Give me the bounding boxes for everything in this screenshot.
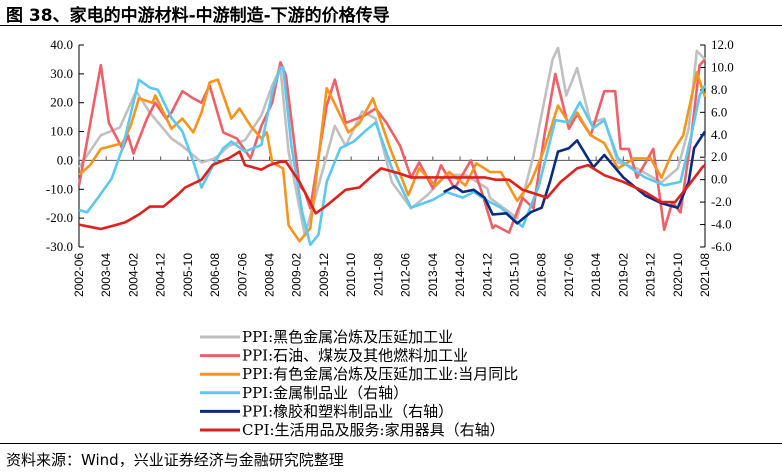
right-y-tick-label: 2.0 (711, 149, 727, 164)
series-line (78, 71, 707, 243)
left-y-tick-label: -20.0 (46, 210, 73, 225)
legend-label: PPI:石油、煤炭及其他燃料加工业 (242, 347, 468, 365)
right-y-tick-label: 0.0 (711, 172, 727, 187)
left-y-tick-label: 0.0 (57, 152, 73, 167)
legend-label: PPI:有色金属冶炼及压延加工业:当月同比 (242, 365, 518, 383)
figure-title: 图 38、家电的中游材料-中游制造-下游的价格传导 (6, 6, 390, 26)
x-tick-label: 2018-04 (589, 253, 603, 297)
x-tick-label: 2004-02 (126, 253, 140, 297)
x-tick-label: 2020-10 (671, 253, 685, 297)
x-tick-label: 2008-04 (263, 253, 277, 297)
right-y-tick-label: -6.0 (711, 239, 732, 254)
legend-label: PPI:黑色金属冶炼及压延加工业 (242, 328, 453, 346)
x-tick-label: 2017-06 (562, 253, 576, 297)
x-tick-label: 2004-12 (154, 253, 168, 297)
x-tick-label: 2016-08 (535, 253, 549, 297)
axes: 40.0 30.0 20.0 10.0 0.0 -10.0 -20.0 -30.0 12.0 10… (46, 37, 734, 297)
series-line (78, 150, 706, 231)
x-tick-label: 2010-10 (344, 253, 358, 297)
right-y-tick-label: 12.0 (711, 37, 734, 52)
x-tick-label: 2005-10 (181, 253, 195, 297)
source-divider (0, 443, 782, 444)
x-tick-label: 2009-02 (290, 253, 304, 297)
x-tick-label: 2014-02 (453, 253, 467, 297)
right-y-tick-label: 10.0 (711, 59, 734, 74)
right-y-tick-label: 8.0 (711, 82, 727, 97)
legend-label: PPI:橡胶和塑料制品业（右轴） (242, 402, 453, 420)
x-tick-label: 2003-04 (99, 253, 113, 297)
left-y-tick-label: 30.0 (50, 66, 73, 81)
legend-label: PPI:金属制品业（右轴） (242, 384, 408, 402)
legend: PPI:黑色金属冶炼及压延加工业PPI:石油、煤炭及其他燃料加工业PPI:有色金… (200, 328, 518, 439)
x-tick-label: 2019-12 (644, 253, 658, 297)
legend-label: CPI:生活用品及服务:家用器具（右轴） (242, 421, 505, 439)
title-divider (0, 25, 782, 26)
right-y-tick-label: -4.0 (711, 217, 732, 232)
right-y-tick-label: -2.0 (711, 194, 732, 209)
x-tick-label: 2012-06 (399, 253, 413, 297)
x-tick-label: 2011-08 (371, 253, 385, 296)
x-tick-label: 2009-12 (317, 253, 331, 297)
left-y-tick-label: 40.0 (50, 37, 73, 52)
left-y-tick-label: -30.0 (46, 239, 73, 254)
series-line (77, 58, 706, 234)
series-lines (77, 46, 707, 247)
x-tick-label: 2014-12 (480, 253, 494, 297)
x-tick-label: 2006-08 (208, 253, 222, 297)
right-y-tick-label: 4.0 (711, 127, 727, 142)
source-note: 资料来源：Wind，兴业证券经济与金融研究院整理 (6, 451, 344, 469)
x-tick-label: 2013-04 (426, 253, 440, 297)
x-tick-label: 2019-02 (616, 253, 630, 297)
series-line (78, 66, 707, 247)
series-line (443, 130, 707, 225)
x-tick-label: 2002-06 (72, 253, 86, 297)
x-tick-label: 2015-10 (507, 253, 521, 297)
left-y-tick-label: 20.0 (50, 95, 73, 110)
x-tick-label: 2007-06 (235, 253, 249, 297)
x-tick-label: 2021-08 (698, 253, 712, 297)
left-y-tick-label: 10.0 (50, 124, 73, 139)
left-y-tick-label: -10.0 (46, 181, 73, 196)
right-y-tick-label: 6.0 (711, 104, 727, 119)
